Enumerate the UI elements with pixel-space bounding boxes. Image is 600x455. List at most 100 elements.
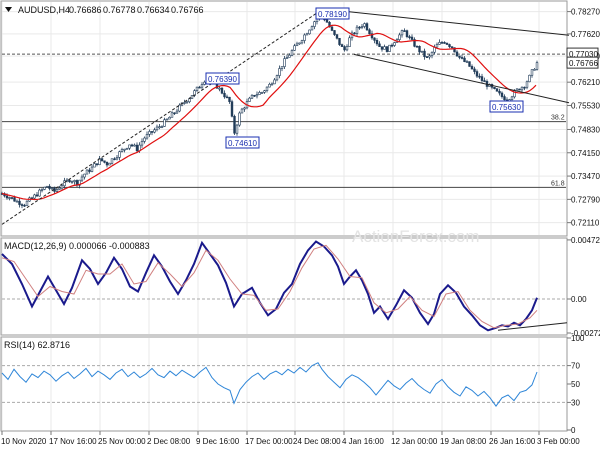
candle-body	[103, 160, 106, 163]
candle-body	[425, 56, 429, 58]
macd-axis-label: -0.002721	[571, 329, 600, 338]
candle-body	[435, 44, 439, 48]
candle-body	[403, 30, 406, 32]
macd-axis-label: 0.00	[571, 295, 587, 304]
candle-body	[78, 179, 81, 186]
candle-body	[55, 189, 59, 192]
candle-body	[35, 194, 39, 197]
candle-body	[523, 86, 526, 89]
candle-body	[388, 44, 391, 52]
candle-body	[373, 37, 376, 41]
candle-body	[530, 69, 534, 76]
candle-body	[473, 68, 476, 72]
candle-body	[423, 50, 426, 57]
candle-body	[43, 186, 46, 190]
candle-body	[278, 68, 281, 76]
time-axis-label: 2 Dec 08:00	[147, 437, 191, 446]
candle-body	[23, 204, 26, 207]
time-axis-label: 12 Jan 00:00	[391, 437, 438, 446]
candle-body	[165, 118, 169, 121]
candle-body	[38, 189, 41, 197]
candle-body	[60, 185, 64, 189]
candle-body	[70, 181, 74, 183]
candle-body	[480, 76, 484, 81]
resistance-level-label: 0.77030	[569, 50, 598, 59]
macd-macd-line	[1, 240, 538, 332]
candle-body	[30, 197, 34, 200]
candle-body	[290, 50, 294, 56]
candle-body	[468, 61, 471, 67]
candle-body	[528, 74, 531, 83]
candle-body	[10, 197, 14, 199]
price-axis-label: 0.74150	[571, 149, 600, 158]
fib-level-label: 38.2	[551, 115, 565, 122]
candle-body	[453, 47, 456, 53]
candle-body	[303, 34, 306, 41]
candle-body	[253, 94, 256, 97]
candle-body	[398, 34, 401, 40]
candle-body	[370, 33, 374, 39]
candle-body	[90, 166, 94, 172]
candle-body	[163, 119, 166, 127]
ohlc-high: 0.76778	[103, 5, 136, 15]
candle-body	[58, 187, 61, 190]
candle-body	[533, 69, 536, 71]
candle-body	[383, 46, 386, 50]
time-axis-label: 17 Dec 00:00	[245, 437, 293, 446]
ohlc-low: 0.76634	[137, 5, 170, 15]
candle-body	[313, 21, 316, 27]
price-callout-box	[489, 100, 524, 113]
price-callout-box	[315, 7, 350, 20]
candle-body	[498, 90, 501, 94]
candle-body	[440, 42, 444, 44]
candle-body	[288, 54, 291, 58]
candle-body	[148, 131, 151, 135]
rsi-axis-label: 100	[571, 334, 585, 343]
candle-body	[243, 107, 246, 110]
candle-body	[223, 92, 226, 98]
rsi-panel-title: RSI(14) 62.8716	[4, 340, 70, 350]
candle-body	[40, 189, 44, 191]
candle-body	[228, 96, 231, 102]
candle-body	[113, 158, 116, 161]
candle-body	[380, 46, 384, 50]
candle-body	[438, 42, 441, 45]
candle-body	[83, 173, 86, 178]
candle-body	[503, 96, 506, 101]
candle-body	[15, 200, 19, 203]
candle-body	[458, 55, 461, 58]
candle-body	[365, 23, 369, 31]
candle-body	[385, 46, 389, 52]
price-panel	[0, 0, 568, 237]
candle-body	[280, 66, 284, 69]
candle-body	[178, 104, 181, 112]
candle-body	[475, 71, 479, 77]
price-axis-label: 0.75530	[571, 101, 600, 110]
candle-body	[25, 200, 29, 206]
candle-body	[263, 90, 266, 93]
candle-body	[143, 137, 146, 142]
candle-body	[465, 61, 469, 63]
candle-body	[298, 42, 301, 45]
candle-body	[108, 162, 111, 166]
time-axis-label: 26 Jan 16:00	[489, 437, 536, 446]
time-axis-label: 19 Jan 08:00	[440, 437, 487, 446]
candle-body	[5, 195, 9, 199]
candle-body	[73, 180, 76, 182]
candle-body	[118, 151, 121, 158]
candle-body	[88, 169, 91, 172]
panel-collapse-icon[interactable]	[5, 7, 12, 12]
watermark: ActionForex.com	[352, 227, 480, 246]
candle-body	[140, 141, 144, 146]
candle-body	[330, 26, 334, 31]
trendline-channel-upper	[321, 8, 570, 36]
candle-body	[95, 163, 99, 166]
candle-body	[48, 185, 51, 189]
candle-body	[153, 129, 156, 133]
candle-body	[470, 66, 474, 70]
candle-body	[200, 84, 204, 88]
candle-body	[353, 32, 356, 35]
candle-body	[343, 46, 346, 51]
rsi-line	[1, 362, 538, 407]
